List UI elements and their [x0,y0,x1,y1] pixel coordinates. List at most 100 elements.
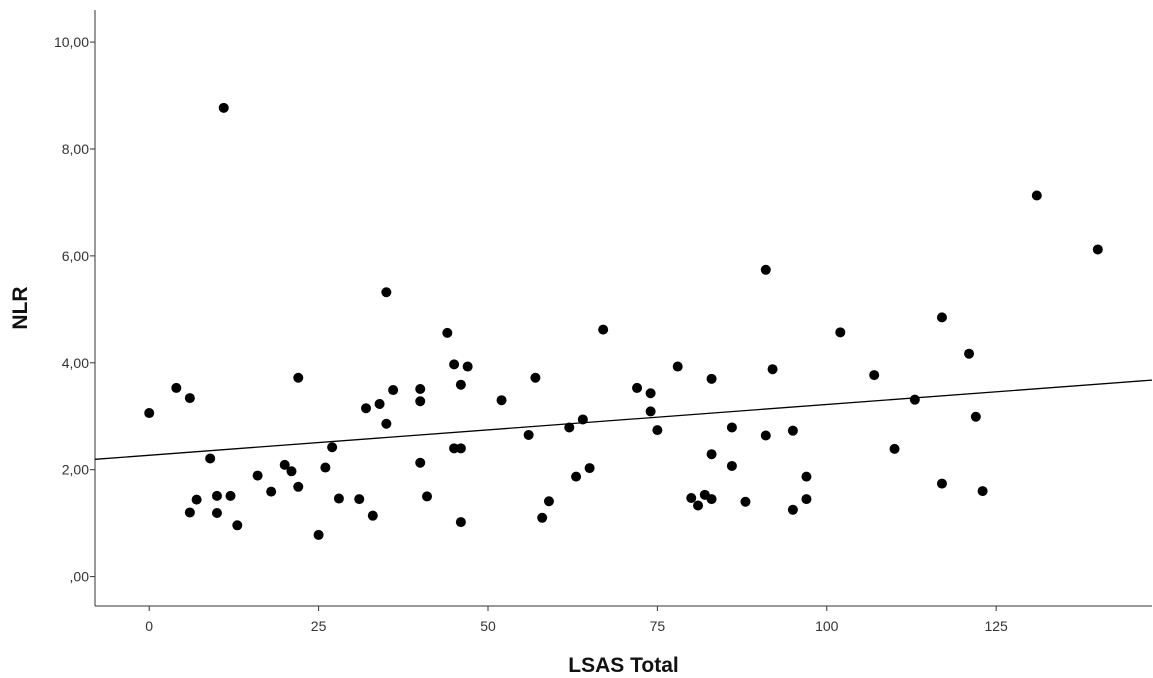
data-point [374,398,385,409]
data-point [293,481,304,492]
data-point [686,493,697,504]
data-point [936,312,947,323]
data-point [760,430,771,441]
data-point [1031,190,1042,201]
data-point [232,520,243,531]
data-point [726,460,737,471]
data-point [333,493,344,504]
data-point [211,490,222,501]
data-point [645,388,656,399]
data-point [869,370,880,381]
data-point [889,443,900,454]
data-point [381,418,392,429]
data-point [455,379,466,390]
data-point [598,324,609,335]
data-point [327,442,338,453]
data-point [184,507,195,518]
data-point [726,422,737,433]
data-point [652,425,663,436]
y-tick-label: 10,00 [54,34,89,50]
data-point [449,359,460,370]
x-tick-label: 25 [311,618,327,634]
data-point [462,361,473,372]
y-axis-ticks: ,00 2,00 4,00 6,00 8,00 10,00 [54,34,95,585]
data-point [388,385,399,396]
data-point [706,449,717,460]
axes [94,10,1152,607]
data-point [354,494,365,505]
x-tick-label: 75 [650,618,666,634]
data-point [455,443,466,454]
data-point [266,486,277,497]
data-point [537,512,548,523]
data-point [144,408,155,419]
y-tick-label: 2,00 [62,462,89,478]
data-point [191,494,202,505]
data-point [577,414,588,425]
data-point [320,462,331,473]
y-axis-title: NLR [9,286,32,329]
data-point [279,459,290,470]
data-point [211,507,222,518]
fit-line [94,379,1153,460]
data-point [442,327,453,338]
data-point [909,394,920,405]
data-point [218,102,229,113]
data-point [205,453,216,464]
data-point [801,471,812,482]
data-point [415,457,426,468]
data-point [496,395,507,406]
x-tick-label: 0 [145,618,153,634]
data-point [835,327,846,338]
data-point [584,463,595,474]
data-point [672,361,683,372]
data-point [801,494,812,505]
fit-line-group [94,379,1153,460]
x-axis-ticks: 0 25 50 75 100 125 [145,606,1008,634]
data-point [381,287,392,298]
y-tick-label: 6,00 [62,248,89,264]
data-point [415,383,426,394]
data-point [936,478,947,489]
data-point [286,466,297,477]
data-point [632,382,643,393]
data-point [293,372,304,383]
data-point [367,510,378,521]
data-point [530,372,541,383]
data-point [252,470,263,481]
x-tick-label: 125 [984,618,1008,634]
data-point [767,364,778,375]
data-point [523,429,534,440]
data-points [144,102,1103,540]
data-point [760,264,771,275]
data-point [787,504,798,515]
data-point [564,422,575,433]
data-point [787,425,798,436]
data-point [171,382,182,393]
data-point [693,500,704,511]
x-tick-label: 50 [480,618,496,634]
data-point [977,486,988,497]
data-point [740,496,751,507]
data-point [964,348,975,359]
data-point [313,529,324,540]
data-point [571,471,582,482]
data-point [361,403,372,414]
data-point [455,517,466,528]
data-point [225,490,236,501]
x-tick-label: 100 [815,618,839,634]
data-point [645,406,656,417]
y-tick-label: ,00 [70,569,90,585]
data-point [970,411,981,422]
data-point [184,393,195,404]
y-tick-label: 4,00 [62,355,89,371]
x-axis-title: LSAS Total [568,654,678,677]
data-point [706,494,717,505]
data-point [543,496,554,507]
data-point [1092,244,1103,255]
data-point [706,373,717,384]
data-point [415,396,426,407]
data-point [422,491,433,502]
